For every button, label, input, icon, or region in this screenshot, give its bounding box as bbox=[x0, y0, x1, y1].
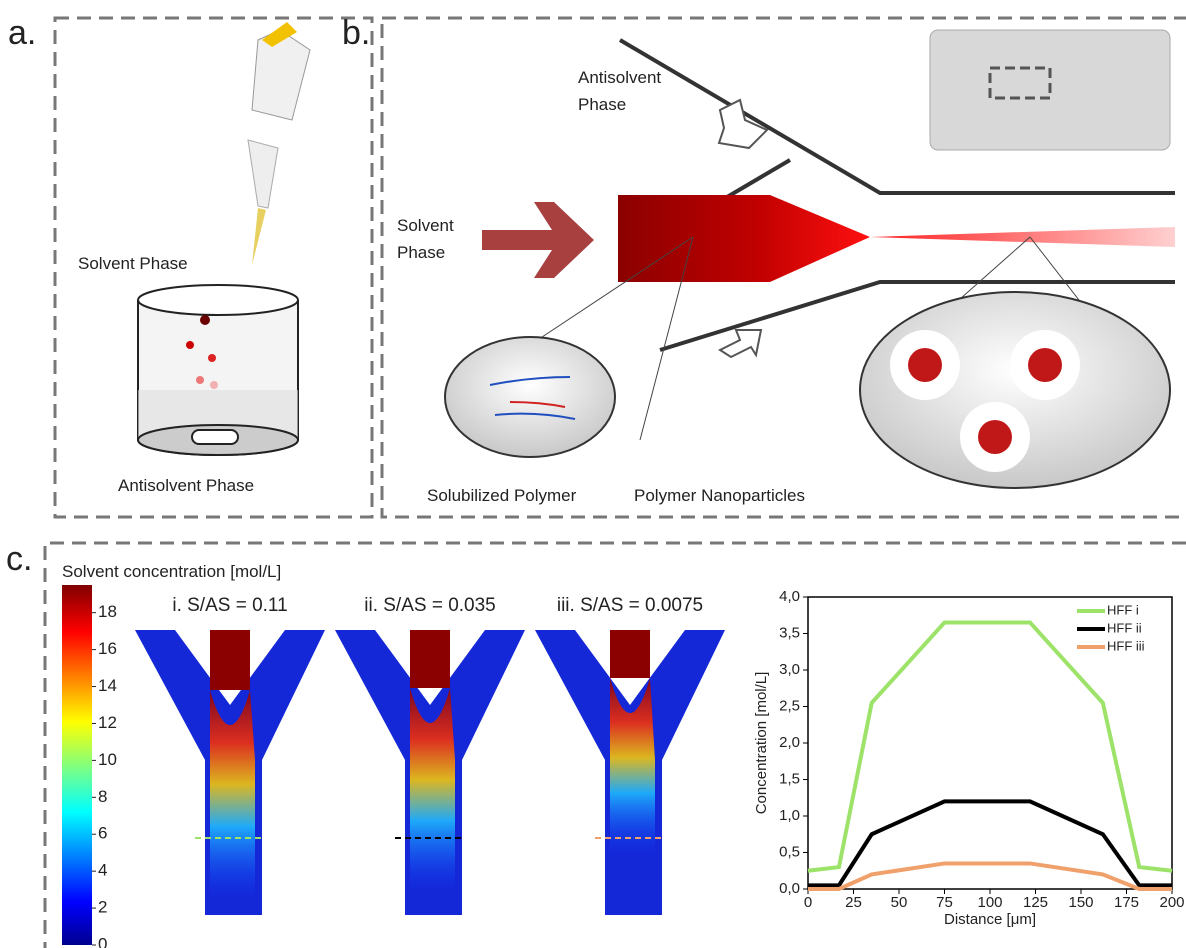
text: Solubilized Polymer bbox=[427, 482, 576, 509]
x-tick-label: 0 bbox=[804, 894, 812, 911]
solvent-arrow bbox=[482, 202, 594, 278]
series-line bbox=[808, 801, 1172, 885]
panel-label: a. bbox=[8, 20, 36, 47]
colorbar-title: Solvent concentration [mol/L] bbox=[62, 558, 281, 585]
text: Solvent Phase bbox=[78, 250, 188, 277]
x-tick-label: 125 bbox=[1023, 894, 1048, 911]
figure: i. S/AS = 0.11 ii. S/AS = 0.035 iii. S/AS … bbox=[0, 0, 1186, 948]
x-tick-label: 25 bbox=[845, 894, 862, 911]
simulation-label: ii. S/AS = 0.035 bbox=[364, 595, 496, 616]
colorbar-tick-label: 16 bbox=[98, 639, 117, 658]
y-tick-label: 2,0 bbox=[779, 734, 800, 751]
text: Polymer Nanoparticles bbox=[634, 482, 805, 509]
colorbar-tick-label: 10 bbox=[98, 750, 117, 769]
legend-label: HFF i bbox=[1107, 602, 1139, 617]
x-tick-label: 175 bbox=[1114, 894, 1139, 911]
y-axis-label: Concentration [mol/L] bbox=[753, 672, 770, 815]
y-tick-label: 1,0 bbox=[779, 807, 800, 824]
solvent-stream bbox=[618, 195, 870, 282]
simulation-label: iii. S/AS = 0.0075 bbox=[557, 595, 703, 616]
text: Antisolvent Phase bbox=[578, 64, 668, 118]
x-tick-label: 100 bbox=[977, 894, 1002, 911]
colorbar-ticks: 0 2 4 6 8 10 12 14 16 18 bbox=[92, 602, 117, 948]
inlet bbox=[210, 630, 250, 690]
colorbar-tick-label: 18 bbox=[98, 602, 117, 621]
series-line bbox=[808, 863, 1172, 889]
legend-label: HFF ii bbox=[1107, 620, 1142, 635]
colorbar-tick-label: 2 bbox=[98, 898, 107, 917]
series-line bbox=[808, 623, 1172, 871]
pipette bbox=[248, 22, 310, 265]
line-chart: 0,0 0,5 1,0 1,5 2,0 2,5 3,0 3,5 4,0 0 25 50 75 100 125… bbox=[753, 588, 1185, 928]
x-tick-label: 50 bbox=[891, 894, 908, 911]
colorbar-tick-label: 14 bbox=[98, 676, 117, 695]
inlet bbox=[410, 630, 450, 688]
x-axis-label: Distance [μm] bbox=[944, 911, 1036, 928]
x-tick-label: 75 bbox=[936, 894, 953, 911]
y-tick-label: 3,0 bbox=[779, 661, 800, 678]
inlet bbox=[610, 630, 650, 678]
legend-label: HFF iii bbox=[1107, 638, 1145, 653]
panel-label: c. bbox=[6, 546, 32, 573]
text: Solvent Phase bbox=[397, 212, 457, 266]
y-tick-label: 3,5 bbox=[779, 624, 800, 641]
colorbar-tick-label: 0 bbox=[98, 934, 107, 948]
y-tick-label: 1,5 bbox=[779, 770, 800, 787]
simulation-label: i. S/AS = 0.11 bbox=[172, 595, 287, 616]
beaker bbox=[138, 285, 298, 455]
y-tick-label: 0,0 bbox=[779, 880, 800, 897]
colorbar-tick-label: 4 bbox=[98, 861, 107, 880]
text: Antisolvent Phase bbox=[118, 472, 254, 499]
y-tick-label: 4,0 bbox=[779, 588, 800, 605]
y-tick-label: 0,5 bbox=[779, 843, 800, 860]
y-tick-label: 2,5 bbox=[779, 697, 800, 714]
colorbar-tick-label: 8 bbox=[98, 787, 107, 806]
simulations: i. S/AS = 0.11 ii. S/AS = 0.035 iii. S/AS … bbox=[135, 595, 725, 915]
polymer-cell bbox=[445, 337, 615, 457]
x-tick-label: 200 bbox=[1159, 894, 1184, 911]
colorbar-tick-label: 12 bbox=[98, 713, 117, 732]
x-tick-label: 150 bbox=[1068, 894, 1093, 911]
colorbar bbox=[62, 585, 92, 945]
colorbar-tick-label: 6 bbox=[98, 824, 107, 843]
arrow bbox=[720, 330, 761, 357]
panel-label: b. bbox=[342, 20, 370, 47]
